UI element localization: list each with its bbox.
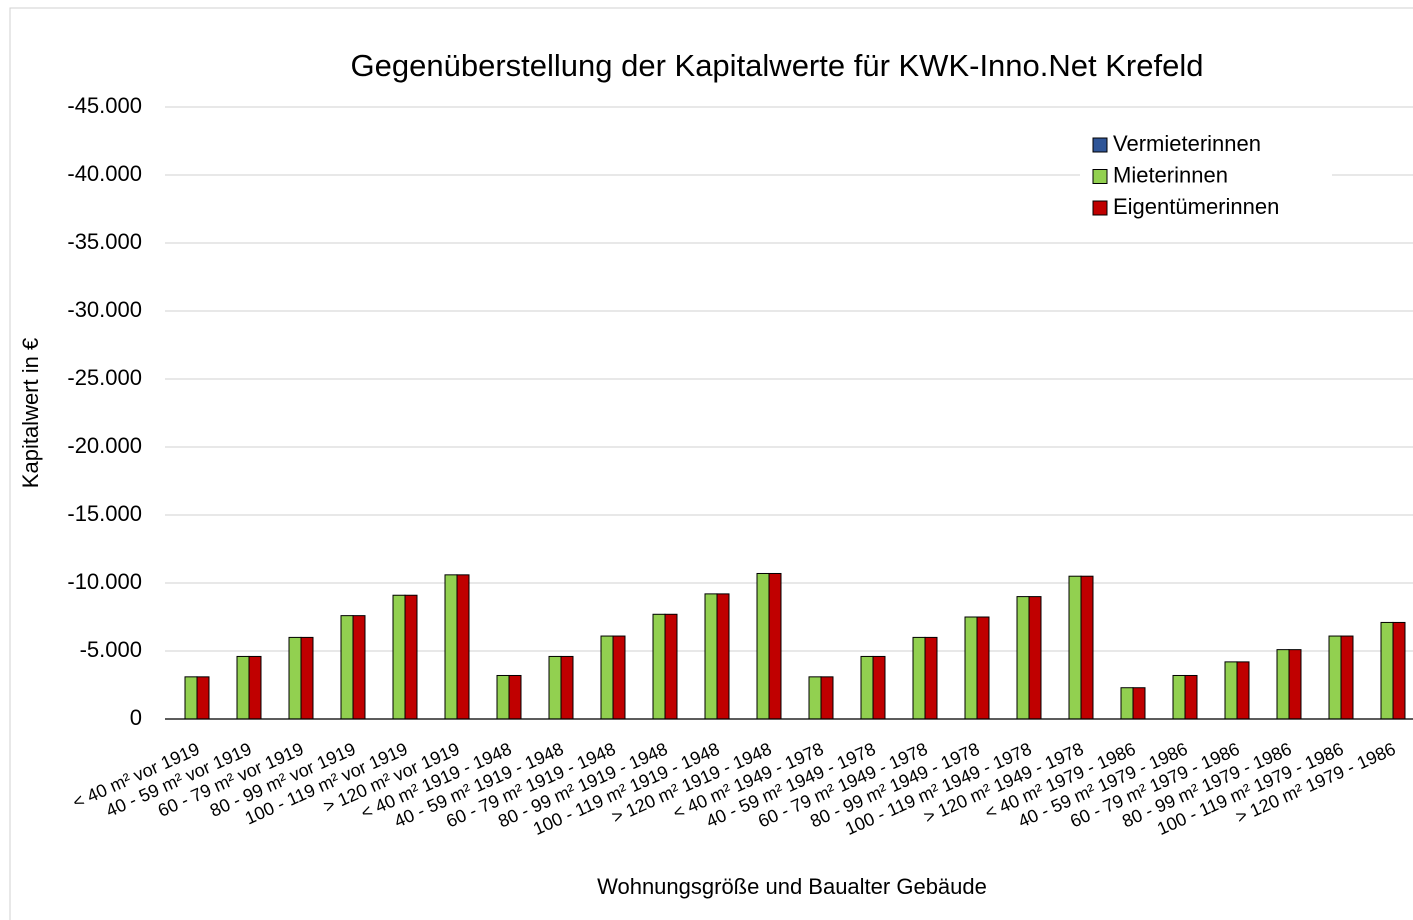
bar <box>1120 687 1134 720</box>
legend-label: Vermieterinnen <box>1113 131 1261 156</box>
legend-swatch <box>1092 200 1108 216</box>
bar <box>1380 621 1394 720</box>
bar <box>1392 621 1406 720</box>
legend-box <box>1080 130 1332 224</box>
bar <box>560 655 574 720</box>
bar <box>404 594 418 720</box>
bar <box>508 674 522 720</box>
bar <box>248 655 262 720</box>
x-axis-title: Wohnungsgröße und Baualter Gebäude <box>597 874 987 899</box>
y-tick-label: -45.000 <box>67 93 142 118</box>
bar <box>964 616 978 720</box>
bar <box>600 635 614 720</box>
bar <box>808 676 822 720</box>
bar <box>340 615 354 720</box>
bar <box>1132 687 1146 720</box>
bar <box>196 676 210 720</box>
bar <box>1080 575 1094 720</box>
bar <box>976 616 990 720</box>
y-tick-label: -35.000 <box>67 229 142 254</box>
bar <box>1288 649 1302 720</box>
bar <box>548 655 562 720</box>
bar <box>496 674 510 720</box>
y-tick-label: -5.000 <box>80 637 142 662</box>
bar <box>1328 635 1342 720</box>
bar <box>300 636 314 720</box>
bar <box>652 613 666 720</box>
y-tick-label: 0 <box>130 705 142 730</box>
bar <box>820 676 834 720</box>
legend-label: Mieterinnen <box>1113 162 1228 187</box>
bar <box>1224 661 1238 720</box>
bar <box>612 635 626 720</box>
y-tick-label: -15.000 <box>67 501 142 526</box>
legend-swatch <box>1092 137 1108 153</box>
bar <box>288 636 302 720</box>
bar <box>1276 649 1290 720</box>
bar <box>1340 635 1354 720</box>
bar <box>924 636 938 720</box>
bar <box>1016 596 1030 720</box>
bar <box>1172 674 1186 720</box>
bar <box>872 655 886 720</box>
bar <box>184 676 198 720</box>
bar <box>664 613 678 720</box>
y-tick-label: -40.000 <box>67 161 142 186</box>
y-axis-title: Kapitalwert in € <box>18 338 43 488</box>
legend-swatch <box>1092 169 1108 184</box>
y-tick-label: -10.000 <box>67 569 142 594</box>
bar <box>704 593 718 720</box>
y-tick-label: -30.000 <box>67 297 142 322</box>
bar <box>444 574 458 720</box>
bar <box>392 594 406 720</box>
bar <box>236 655 250 720</box>
legend-label: Eigentümerinnen <box>1113 194 1279 219</box>
bar <box>456 574 470 720</box>
y-tick-label: -20.000 <box>67 433 142 458</box>
bar <box>1068 575 1082 720</box>
bar <box>1236 661 1250 720</box>
bar <box>1028 596 1042 720</box>
bar <box>860 655 874 720</box>
chart-title: Gegenüberstellung der Kapitalwerte für K… <box>351 48 1204 83</box>
bar <box>768 572 782 720</box>
bar <box>756 572 770 720</box>
bar <box>1184 674 1198 720</box>
y-tick-label: -25.000 <box>67 365 142 390</box>
bar <box>912 636 926 720</box>
bar <box>716 593 730 720</box>
bar <box>352 615 366 720</box>
